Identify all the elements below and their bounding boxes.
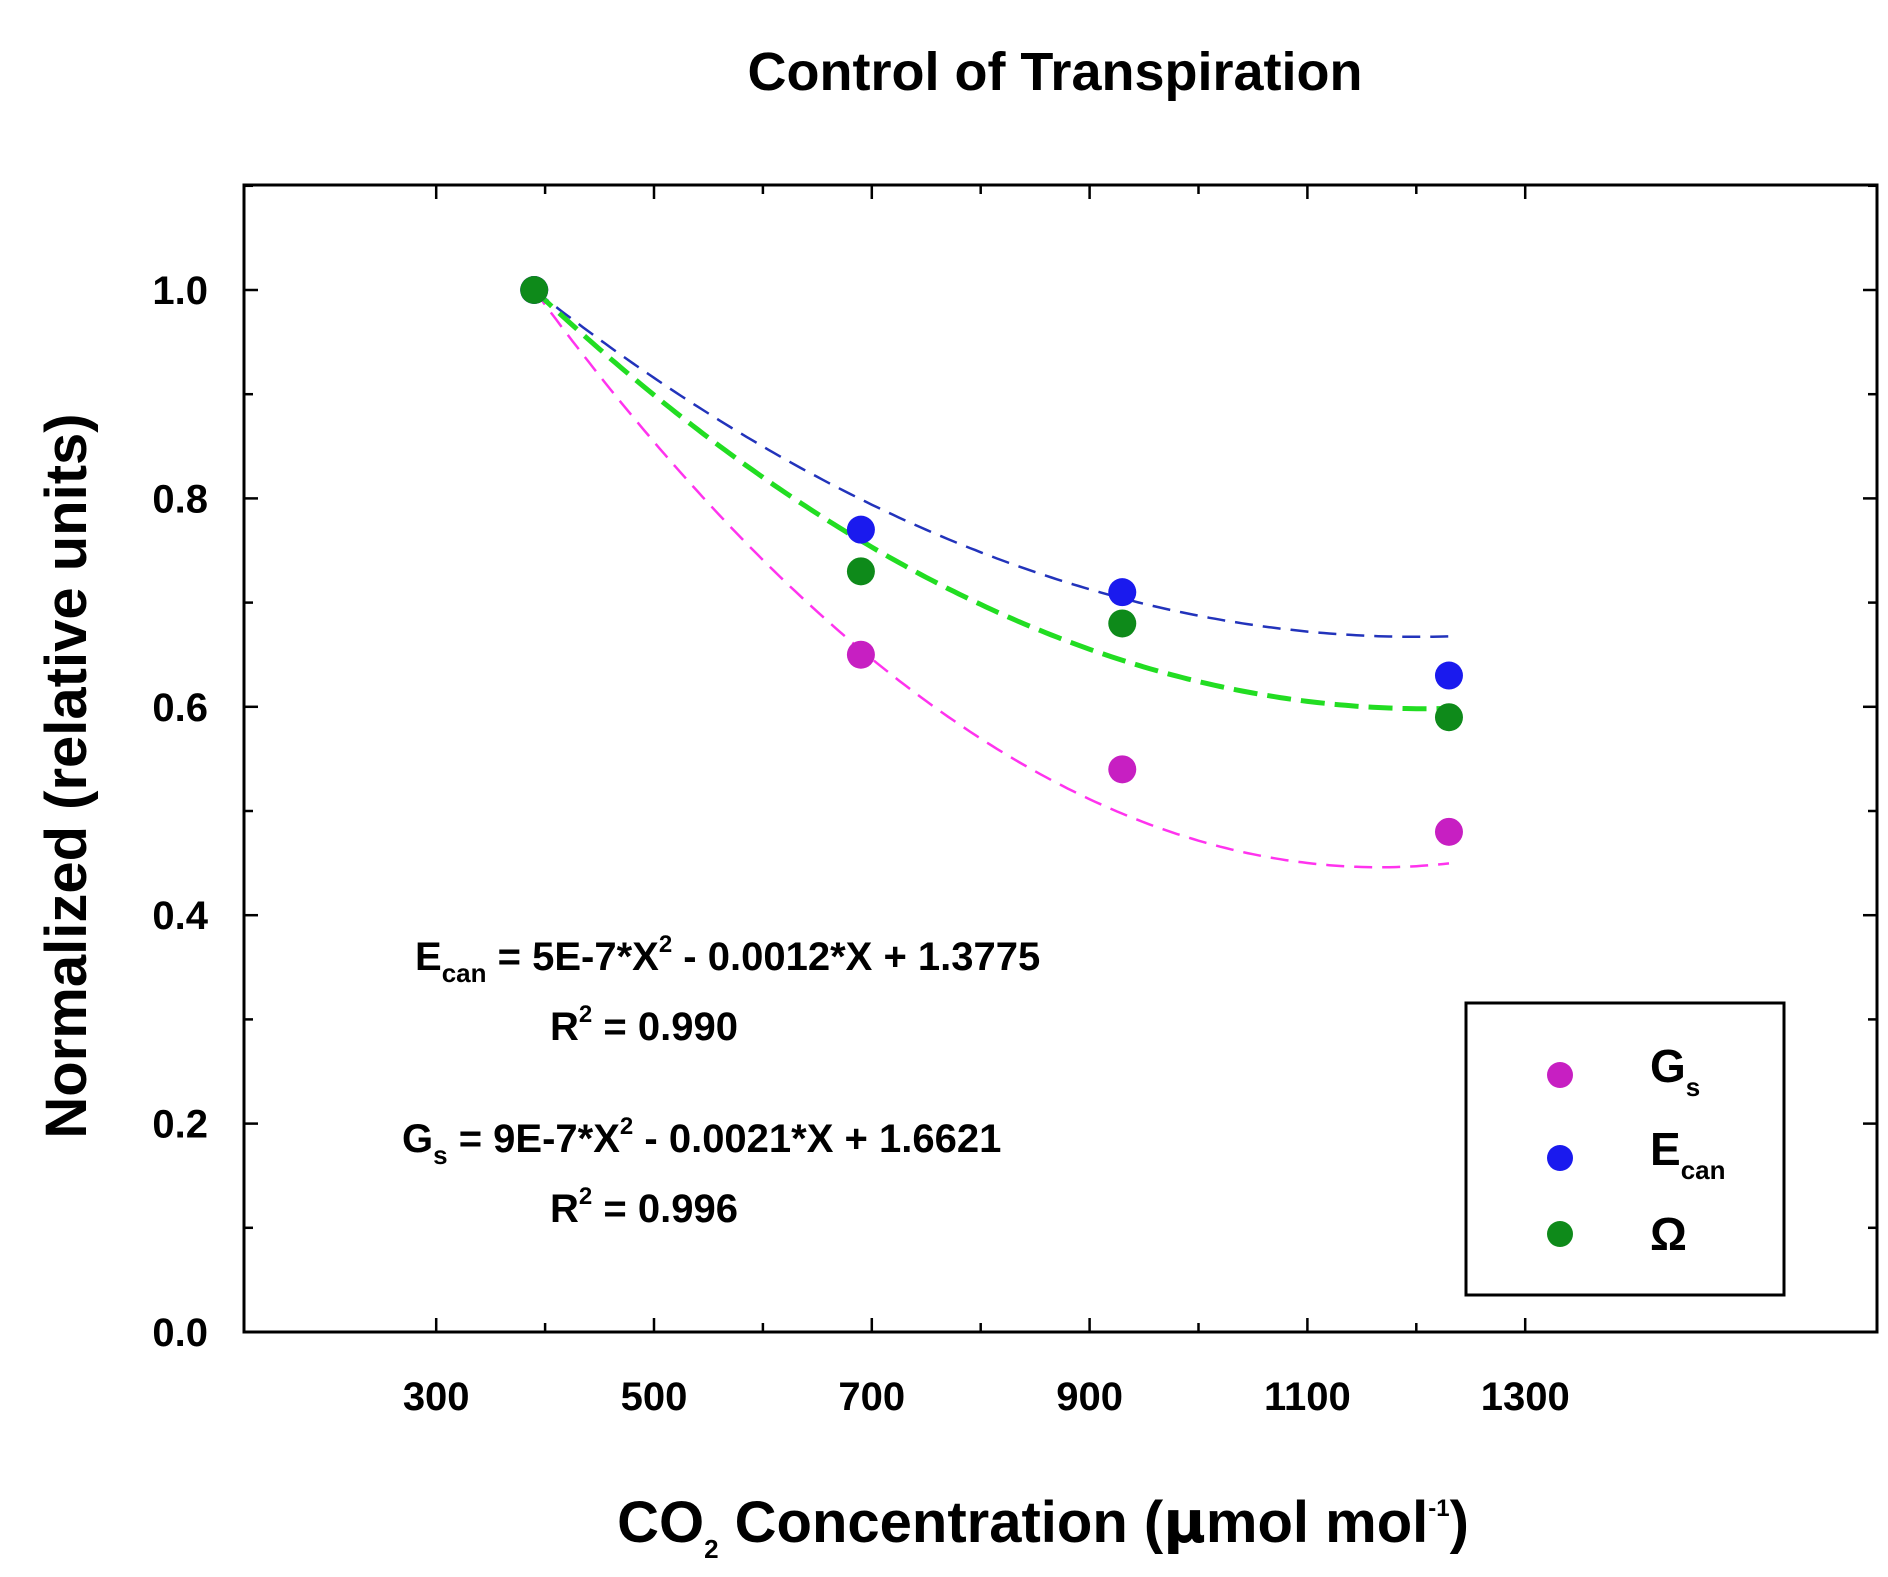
y-tick-label: 0.2 [152, 1103, 208, 1147]
y-tick-label: 0.4 [152, 894, 208, 938]
point-2-2 [1108, 609, 1137, 638]
gs-equation: Gs = 9E-7*X2 - 0.0021*X + 1.6621 [402, 1113, 1001, 1170]
legend-box [1464, 1001, 1786, 1297]
gs-r2-var: R [550, 1187, 579, 1231]
y-tick-label: 0.8 [152, 477, 208, 521]
x-tick-label: 900 [1056, 1375, 1123, 1419]
ecan-r2-var: R [550, 1005, 579, 1049]
ecan-eq-sub: can [442, 958, 487, 988]
point-0-3 [1434, 817, 1463, 846]
x-label-sup: -1 [1428, 1495, 1449, 1522]
legend-marker-gs [1547, 1062, 1573, 1088]
plot-frame [242, 183, 1879, 1334]
gs-r2-post: = 0.996 [592, 1187, 738, 1231]
y-axis-label: Normalized (relative units) [34, 413, 99, 1138]
y-tick-label: 0.6 [152, 686, 208, 730]
fit-curve-2 [532, 288, 1450, 712]
gs-eq-var: G [402, 1117, 433, 1161]
legend-omega-main: Ω [1650, 1208, 1687, 1260]
y-tick-label: 0.0 [152, 1311, 208, 1355]
gs-eq-sub: s [433, 1140, 447, 1170]
ecan-r2-post: = 0.990 [592, 1005, 738, 1049]
y-tick-label: 1.0 [152, 269, 208, 313]
x-tick-label: 300 [403, 1375, 470, 1419]
x-axis-label: CO2 Concentration (μmol mol-1) [617, 1488, 1469, 1564]
fit-curves [532, 288, 1450, 869]
x-label-mu: μ [1163, 1488, 1206, 1556]
gs-eq-pre: = 9E-7*X [448, 1117, 621, 1161]
x-label-sub: 2 [704, 1534, 718, 1564]
legend-marker-omega [1547, 1221, 1573, 1247]
ecan-eq-var: E [415, 935, 442, 979]
gs-r-squared: R2 = 0.996 [550, 1183, 738, 1231]
legend-label-ecan: Ecan [1650, 1123, 1726, 1185]
gs-eq-post: - 0.0021*X + 1.6621 [633, 1117, 1001, 1161]
chart-title: Control of Transpiration [748, 42, 1363, 102]
fit-curve-1 [533, 289, 1450, 639]
point-0-1 [846, 640, 875, 669]
x-tick-label: 1300 [1481, 1375, 1570, 1419]
x-tick-label: 700 [838, 1375, 905, 1419]
legend-ecan-sub: can [1681, 1155, 1726, 1185]
legend-gs-sub: s [1686, 1072, 1700, 1102]
y-tick-labels: 0.0 0.2 0.4 0.6 0.8 1.0 [152, 269, 208, 1355]
data-points [520, 276, 1463, 846]
legend: Gs Ecan Ω [1464, 1001, 1786, 1297]
legend-ecan-main: E [1650, 1123, 1681, 1175]
gs-eq-sup: 2 [620, 1113, 633, 1140]
x-tick-label: 500 [621, 1375, 688, 1419]
ecan-eq-pre: = 5E-7*X [487, 935, 660, 979]
point-2-0 [520, 276, 549, 304]
ecan-eq-post: - 0.0012*X + 1.3775 [672, 935, 1040, 979]
legend-label-gs: Gs [1650, 1040, 1700, 1102]
ecan-r-squared: R2 = 0.990 [550, 1001, 738, 1049]
gs-r2-sup: 2 [579, 1183, 592, 1210]
legend-label-omega: Ω [1650, 1208, 1687, 1260]
point-1-1 [846, 515, 875, 544]
ecan-equation: Ecan = 5E-7*X2 - 0.0012*X + 1.3775 [415, 931, 1040, 988]
ecan-eq-sup: 2 [659, 931, 672, 958]
x-label-text: Concentration ( [719, 1490, 1164, 1555]
legend-gs-main: G [1650, 1040, 1686, 1092]
x-label-unit: mol mol [1206, 1490, 1428, 1555]
x-label-close: ) [1450, 1490, 1469, 1555]
point-2-3 [1434, 703, 1463, 732]
point-1-2 [1108, 578, 1137, 607]
point-0-2 [1108, 755, 1137, 784]
point-2-1 [846, 557, 875, 586]
ecan-r2-sup: 2 [579, 1001, 592, 1028]
legend-marker-ecan [1547, 1145, 1573, 1171]
x-label-co: CO [617, 1490, 704, 1555]
x-tick-labels: 300 500 700 900 1100 1300 [403, 1375, 1570, 1419]
x-tick-label: 1100 [1264, 1375, 1351, 1419]
fit-curve-0 [533, 289, 1450, 869]
point-1-3 [1434, 661, 1463, 690]
